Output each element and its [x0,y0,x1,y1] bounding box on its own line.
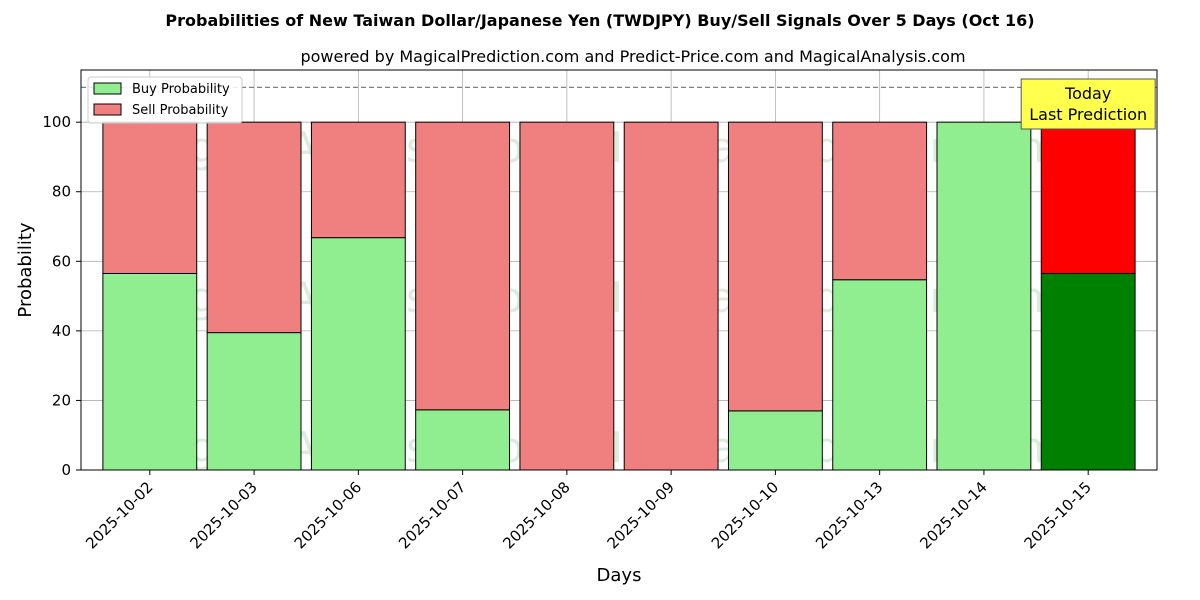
bar-buy-2025-10-02 [102,272,198,471]
x-tick-label: 2025-10-15 [1021,478,1095,552]
y-axis-ticks: 0 20 40 60 80 100 [42,113,81,479]
bar-sell-2025-10-15 [1040,121,1136,274]
bar-buy-2025-10-13 [832,279,928,471]
y-tick-label: 80 [52,183,71,201]
chart-subtitle: powered by MagicalPrediction.com and Pre… [300,47,965,66]
bars [102,121,1136,471]
bar-sell-2025-10-06 [310,121,406,239]
legend-entry: Sell Probability [132,103,229,118]
bar-buy-2025-10-15 [1040,272,1136,471]
annotation-text: Today [1064,84,1111,103]
x-tick-label: 2025-10-08 [499,478,573,552]
bar-sell-2025-10-13 [832,121,928,281]
annotation-box [1020,78,1156,130]
bar-buy-2025-10-03 [206,332,302,471]
x-tick-label: 2025-10-06 [291,478,365,552]
bar-sell-2025-10-08 [519,121,615,471]
bar-sell-2025-10-07 [415,121,511,411]
legend-swatch [93,82,122,95]
y-tick-label: 20 [52,391,71,409]
bar-sell-2025-10-03 [206,121,302,334]
legend-box [87,76,243,124]
plot-frame [80,69,1158,471]
x-tick-label: 2025-10-13 [812,478,886,552]
x-tick-label: 2025-10-07 [395,478,469,552]
bar-buy-2025-10-07 [415,409,511,471]
today-annotation: Today Last Prediction [1020,78,1156,130]
bar-sell-2025-10-10 [727,121,823,412]
y-tick-label: 100 [42,113,71,131]
x-tick-label: 2025-10-02 [82,478,156,552]
x-axis-ticks: 2025-10-02 2025-10-03 2025-10-06 2025-10-07… [82,470,1095,552]
bar-buy-2025-10-14 [936,121,1032,471]
y-axis-label: Probability [15,222,36,317]
bar-sell-2025-10-09 [623,121,719,471]
x-tick-label: 2025-10-10 [708,478,782,552]
y-tick-label: 60 [52,252,71,270]
bar-sell-2025-10-02 [102,121,198,274]
legend: Buy Probability Sell Probability [87,76,243,124]
bar-buy-2025-10-06 [310,237,406,471]
bar-buy-2025-10-10 [727,410,823,471]
legend-entry: Buy Probability [132,82,230,97]
x-tick-label: 2025-10-03 [187,478,261,552]
y-tick-label: 40 [52,322,71,340]
y-tick-label: 0 [61,461,71,479]
annotation-text: Last Prediction [1029,105,1147,124]
x-axis-label: Days [597,565,642,586]
x-tick-label: 2025-10-14 [916,478,990,552]
x-tick-label: 2025-10-09 [604,478,678,552]
chart-title: Probabilities of New Taiwan Dollar/Japan… [165,11,1034,30]
legend-swatch [93,103,122,116]
